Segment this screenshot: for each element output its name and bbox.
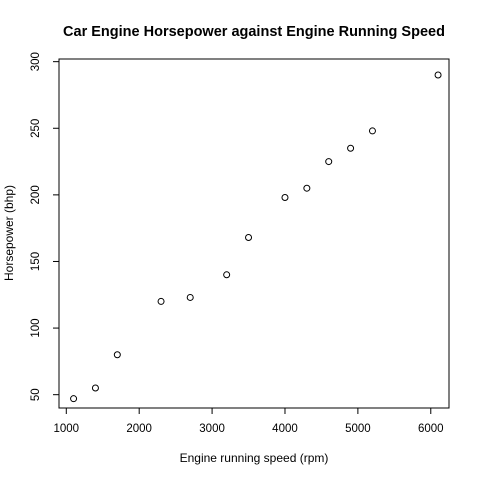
y-tick-label: 100 [30, 318, 42, 337]
y-tick-label: 250 [30, 119, 42, 138]
data-point [368, 127, 376, 135]
data-point [245, 233, 253, 241]
y-axis-label: Horsepower (bhp) [2, 185, 16, 281]
y-tick-label: 150 [30, 252, 42, 271]
x-tick-label: 2000 [126, 423, 152, 435]
chart-title: Car Engine Horsepower against Engine Run… [63, 24, 445, 40]
x-axis-label: Engine running speed (rpm) [180, 451, 329, 465]
y-tick-label: 300 [30, 52, 42, 71]
data-point [91, 384, 99, 392]
data-points [70, 71, 442, 403]
data-point [186, 293, 194, 301]
x-tick-label: 6000 [418, 423, 444, 435]
data-point [157, 297, 165, 305]
y-tick-label: 50 [30, 388, 42, 401]
plot-frame [58, 58, 450, 409]
x-tick-label: 4000 [272, 423, 298, 435]
data-point [70, 395, 78, 403]
x-tick-label: 1000 [53, 423, 79, 435]
x-axis: 1000 2000 3000 4000 5000 6000 [53, 407, 444, 435]
x-tick-label: 3000 [199, 423, 225, 435]
data-point [303, 184, 311, 192]
data-point [113, 351, 121, 359]
data-point [325, 158, 333, 166]
data-point [347, 144, 355, 152]
data-point [281, 194, 289, 202]
y-tick-label: 200 [30, 185, 42, 204]
data-point [434, 71, 442, 79]
data-point [223, 271, 231, 279]
x-tick-label: 5000 [345, 423, 371, 435]
y-axis: 50 100 150 200 250 300 [30, 52, 60, 401]
